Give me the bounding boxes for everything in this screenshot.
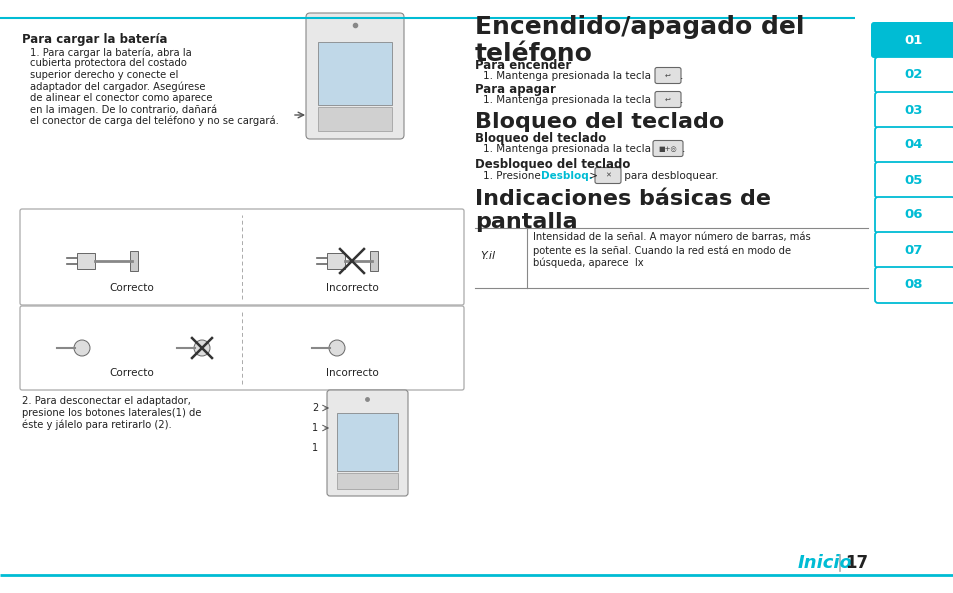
FancyBboxPatch shape: [655, 68, 680, 84]
Text: Desbloq.: Desbloq.: [540, 171, 592, 181]
Text: 1. Mantenga presionada la tecla: 1. Mantenga presionada la tecla: [482, 144, 650, 154]
Text: 03: 03: [903, 104, 923, 116]
Text: búsqueda, aparece  Ӏx: búsqueda, aparece Ӏx: [533, 258, 643, 269]
Text: .: .: [681, 144, 684, 154]
Text: 2. Para desconectar el adaptador,: 2. Para desconectar el adaptador,: [22, 396, 191, 406]
Bar: [327, 253, 345, 269]
Text: 04: 04: [903, 139, 923, 151]
Bar: [370, 251, 377, 271]
Bar: [336, 473, 397, 489]
Text: Y.il: Y.il: [479, 251, 495, 261]
Text: presione los botones laterales(1) de: presione los botones laterales(1) de: [22, 407, 201, 417]
Text: Bloqueo del teclado: Bloqueo del teclado: [475, 132, 605, 145]
Text: .: .: [679, 71, 682, 81]
Text: Para cargar la batería: Para cargar la batería: [22, 33, 168, 46]
Text: para desbloquear.: para desbloquear.: [620, 171, 718, 181]
FancyBboxPatch shape: [874, 232, 953, 268]
Text: 1. Para cargar la batería, abra la: 1. Para cargar la batería, abra la: [30, 47, 192, 58]
Text: 01: 01: [903, 33, 923, 46]
Circle shape: [74, 340, 90, 356]
Text: pantalla: pantalla: [475, 212, 577, 232]
Text: 1: 1: [312, 443, 317, 453]
FancyBboxPatch shape: [874, 92, 953, 128]
Text: 05: 05: [903, 174, 923, 187]
FancyBboxPatch shape: [306, 13, 403, 139]
FancyBboxPatch shape: [874, 57, 953, 93]
Bar: [130, 251, 138, 271]
Text: adaptador del cargador. Asegúrese: adaptador del cargador. Asegúrese: [30, 81, 205, 92]
Text: de alinear el conector como aparece: de alinear el conector como aparece: [30, 93, 213, 103]
Text: 02: 02: [903, 69, 923, 81]
Text: cubierta protectora del costado: cubierta protectora del costado: [30, 59, 187, 69]
Text: Indicaciones básicas de: Indicaciones básicas de: [475, 189, 770, 209]
Text: Para encender: Para encender: [475, 59, 571, 72]
FancyBboxPatch shape: [874, 197, 953, 233]
Text: >: >: [585, 171, 598, 181]
Text: 17: 17: [844, 554, 867, 572]
Text: 1: 1: [312, 423, 317, 433]
Text: Para apagar: Para apagar: [475, 83, 556, 96]
Bar: [317, 42, 392, 105]
Text: Correcto: Correcto: [110, 283, 154, 293]
Text: 1. Mantenga presionada la tecla: 1. Mantenga presionada la tecla: [482, 71, 650, 81]
Text: Intensidad de la señal. A mayor número de barras, más: Intensidad de la señal. A mayor número d…: [533, 232, 810, 243]
Text: 06: 06: [903, 209, 923, 222]
Text: 07: 07: [903, 244, 923, 257]
Circle shape: [193, 340, 210, 356]
Text: ↩: ↩: [664, 72, 670, 78]
Text: Correcto: Correcto: [110, 368, 154, 378]
Bar: [336, 413, 397, 471]
FancyBboxPatch shape: [20, 209, 463, 305]
Text: ↩: ↩: [664, 97, 670, 103]
Circle shape: [329, 340, 345, 356]
Text: superior derecho y conecte el: superior derecho y conecte el: [30, 70, 178, 80]
Text: 1. Presione: 1. Presione: [482, 171, 543, 181]
Bar: [77, 253, 95, 269]
Text: 08: 08: [903, 279, 923, 292]
FancyBboxPatch shape: [870, 22, 953, 58]
Text: Desbloqueo del teclado: Desbloqueo del teclado: [475, 158, 630, 171]
FancyBboxPatch shape: [20, 306, 463, 390]
Text: 2: 2: [312, 403, 317, 413]
Text: Incorrecto: Incorrecto: [325, 368, 378, 378]
Text: en la imagen. De lo contrario, dañará: en la imagen. De lo contrario, dañará: [30, 104, 217, 115]
Text: Bloqueo del teclado: Bloqueo del teclado: [475, 112, 723, 132]
FancyBboxPatch shape: [874, 267, 953, 303]
Text: el conector de carga del teléfono y no se cargará.: el conector de carga del teléfono y no s…: [30, 116, 278, 126]
FancyBboxPatch shape: [652, 141, 682, 157]
Text: ■+◎: ■+◎: [658, 145, 677, 151]
Text: .: .: [679, 95, 682, 105]
FancyBboxPatch shape: [595, 167, 620, 183]
Text: teléfono: teléfono: [475, 42, 592, 66]
FancyBboxPatch shape: [874, 162, 953, 198]
Text: ✕: ✕: [604, 173, 610, 178]
Bar: [317, 107, 392, 131]
Text: éste y jálelo para retirarlo (2).: éste y jálelo para retirarlo (2).: [22, 419, 172, 429]
FancyBboxPatch shape: [874, 127, 953, 163]
FancyBboxPatch shape: [327, 390, 408, 496]
Text: Inicio: Inicio: [797, 554, 852, 572]
Text: 1. Mantenga presionada la tecla: 1. Mantenga presionada la tecla: [482, 95, 650, 105]
FancyBboxPatch shape: [655, 91, 680, 107]
Text: Incorrecto: Incorrecto: [325, 283, 378, 293]
Text: Encendido/apagado del: Encendido/apagado del: [475, 15, 803, 39]
Text: potente es la señal. Cuando la red está en modo de: potente es la señal. Cuando la red está …: [533, 245, 790, 256]
